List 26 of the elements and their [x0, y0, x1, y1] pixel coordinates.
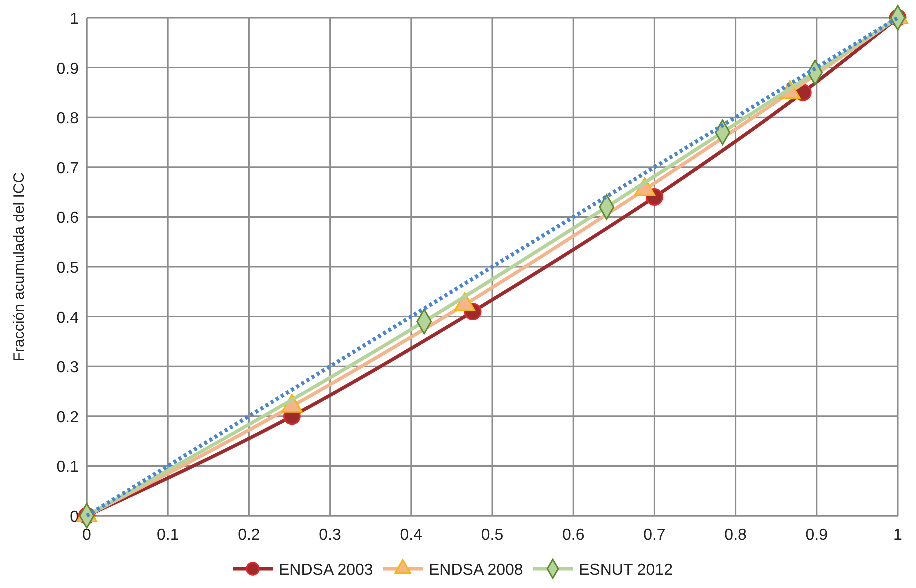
x-tick-label: 0.5 [481, 527, 504, 544]
x-tick-label: 0.8 [724, 527, 748, 544]
y-tick-label: 0.7 [56, 160, 80, 178]
x-tick-label: 0.2 [238, 527, 260, 544]
y-tick-label: 0.2 [56, 409, 80, 426]
legend-label: ENDSA 2003 [279, 562, 374, 579]
y-tick-label: 0.4 [56, 310, 80, 327]
y-axis-title: Fracción acumulada del ICC [11, 172, 28, 362]
legend-label: ENDSA 2008 [429, 562, 524, 579]
x-tick-label: 1 [894, 527, 903, 544]
y-tick-label: 0.8 [56, 110, 80, 128]
y-tick-label: 0.1 [56, 459, 80, 476]
y-tick-label: 0.6 [56, 210, 80, 228]
x-tick-label: 0.3 [319, 527, 342, 544]
x-tick-label: 0.6 [562, 527, 585, 544]
x-tick-label: 0.1 [156, 527, 180, 544]
y-tick-label: 0.9 [56, 60, 80, 78]
legend-label: ESNUT 2012 [579, 562, 674, 579]
y-tick-label: 0 [70, 509, 80, 526]
y-tick-label: 0.5 [56, 260, 80, 277]
y-tick-label: 1 [70, 11, 80, 28]
x-tick-label: 0.4 [400, 527, 423, 544]
y-tick-label: 0.3 [56, 360, 80, 377]
x-tick-label: 0.9 [806, 527, 828, 544]
x-tick-label: 0.7 [644, 527, 666, 544]
x-tick-label: 0 [82, 527, 92, 544]
